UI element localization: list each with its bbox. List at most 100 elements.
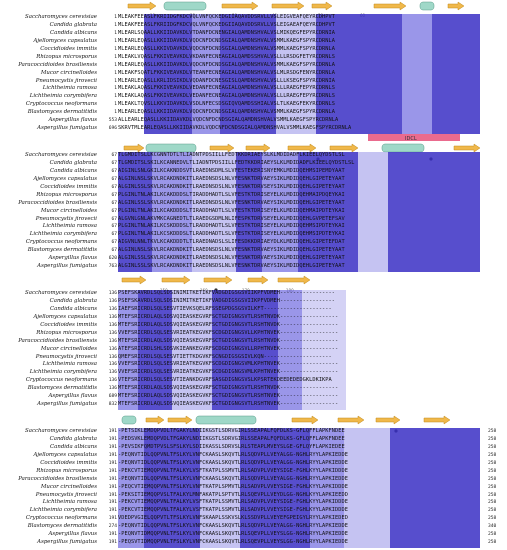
sequence-row: MTEFSRICRDLAQLSDSVQIEASKEGVRFSCTGDIGNGSV… [118,385,339,392]
sequence-row: -PEQNVTIDLQQPVNLTFSLKYLVNFCKAASLSKQVTLRL… [118,459,348,466]
sequence-row: -PETSIKLEMDQPVDLTFGAKYLNDIIKGSTLSDRVGIRL… [118,428,345,434]
species-name: Aspergillus fumigatus [37,125,97,132]
species-name: Aspergillus fumigatus [37,263,97,270]
start-number: 191 [108,452,117,458]
species-name: Saccharomyces cerevisiae [25,152,97,158]
start-number: 136 [108,330,117,336]
species-column-2: Saccharomyces cerevisiae Candida glabrat… [0,152,97,271]
species-name: Mucor circinelloides [40,207,97,214]
start-number: 1 [114,70,117,76]
sequence-row: MLEAKLVQASLFKKIVEAVKDLVKDANFECNEAGIALQAM… [118,53,336,60]
helix-cylinders [163,1,435,11]
start-number: 1 [114,62,117,68]
sequence-row: ALLEARLEQASLLKKIIDAVKDLVQDCNFDCNDSGIALQA… [118,117,339,124]
start-number: 191 [108,484,117,490]
start-number: 136 [108,346,117,352]
secondary-structure-track-4 [121,415,451,433]
species-name: Ajellomyces capsulatus [33,175,97,182]
start-number: 1 [114,22,117,28]
sequence-row: ALGVNLGNLAKVMKCAGNEDTLTLRAEDGSDMLNLIFESP… [118,215,345,222]
end-number: 258 [488,516,497,522]
start-number: 191 [108,540,117,546]
sequence-row: VVEFSRICRDLSQLSESVRIEATKEGVKFSCDGDIGNGSV… [118,361,339,368]
species-name: Mucor circinelloides [40,345,97,352]
start-number: 67 [111,160,117,166]
species-name: Lichtheimia corymbifera [29,369,97,376]
start-number: 136 [108,322,117,328]
start-number: 1 [114,30,117,36]
species-name: Rhizopus microsporus [36,191,97,198]
alignment-block-3: 150160170 180 Saccharomyces cerevisiae C… [0,274,507,414]
sequence-row: MLEAKLTQVSLLKKVIDAVKDLVSDLNFECSDSGIQVQAM… [118,101,336,108]
sequence-row: -PEKCVTIEMQQPVNLTFALKYLVSFTKATPLSSMVTLRL… [118,499,348,506]
end-number: 258 [488,468,497,474]
sequence-row: MLEAKFEEASLFKRIIDGFKDCVQLVNFQCKEDGIIAQAV… [118,14,336,20]
start-number: 1 [114,54,117,60]
sequence-row: MLEAKFEEASLFKRIIDGFKDCVQLVNFQCKEDGIIAQAV… [118,21,336,28]
start-number: 191 [108,444,117,450]
sequence-row: -PEQNVTIDLQQPVNLTFSLKYLVNFCKAASLSKQVTLRL… [118,475,348,482]
sequence-row: MLEARLEQASLLKRLIDSIKDLVQDANFDCNESGISLQAM… [118,77,336,84]
species-name: Ajellomyces capsulatus [33,313,97,320]
species-name: Aspergillus flavus [48,255,97,262]
species-name: Cryptococcus neoformans [25,239,97,246]
end-number: 258 [488,444,497,450]
species-name: Candida albicans [50,443,97,450]
start-number: 191 [108,429,117,434]
start-number: 1 [114,110,117,116]
sequence-row: TLGMDITSLSKILKCANNEDVLTLIADNTPDSIILLFEDT… [118,159,355,166]
species-name: Saccharomyces cerevisiae [25,428,97,434]
sequence-row: QMEFSRICRDLSQLSESVTIETTKDGVKFSCNGDIGSGSI… [118,353,332,360]
conservation-shading-3 [118,290,346,410]
sequence-row: PLGINLTNLAKILKCSKDDDSLTLRADDHADTLSLVFEST… [118,231,345,238]
start-number: 191 [108,516,117,522]
strand-arrows [123,143,481,153]
sequence-row: MLEARLEQASLLKKIIDAVKDLVQDCNFDCNDSGIALQAM… [118,61,336,68]
start-number: 67 [111,192,117,198]
end-number: 258 [488,508,497,514]
sequence-row: ALGINLSSLSKVLRCAKDNDKITLRAEDNSDSLNLVFESN… [118,255,345,262]
species-name: Candida glabrata [49,435,97,442]
sequence-row: SKRVTMLEARLEQASLLKKIIDAVKDLVQDCNFDCNDSGI… [118,125,352,132]
species-column-1: Saccharomyces cerevisiae Candida glabrat… [0,14,97,133]
species-name: Coccidioides immitis [40,183,97,190]
sequence-row: MLEARLEQASLLKKIIDAVKDLVQDCNFDCNDSGIALQAM… [118,37,336,44]
start-number: 689 [108,394,117,400]
sequence-row: AIGVNLNNLTKVLKCAKDDDTLTLRAEDNADSLSLIFESD… [118,239,345,246]
start-number: 67 [111,216,117,222]
start-number: 191 [108,476,117,482]
species-name: Mucor circinelloides [40,483,97,490]
species-name: Blastomyces dermatitidis [27,523,97,530]
end-number: 258 [488,532,497,538]
species-name: Candida albicans [50,305,97,312]
start-number: 1 [114,38,117,44]
species-name: Aspergillus fumigatus [37,539,97,546]
species-name: Blastomyces dermatitidis [27,385,97,392]
start-number-column-1: 1 1 1 1 1 1 1 1 1 1 1 1 1 553 696 [0,14,117,133]
sequence-row: -PEQNVTIDLQQPVNLTFSLKYLVNFCKAASLSKQVTLRL… [118,451,348,458]
sequence-row: VDEDPVGIELQQPVTLTFSLKYLVNFSKAAPLSSKVSLKL… [118,515,348,522]
start-number: 191 [108,492,117,498]
sequence-row: ALGINLSSLSKVLRCAKDNDKITLRAEDNSDSLNLVFESN… [118,199,345,206]
species-name: Lichtheimia corymbifera [29,93,97,100]
sequence-row: -PEQNVTIDMQQPVNLTFSLKYLVNFCKAASLSKQVTLRL… [118,531,348,538]
sequence-row: -PEQSVTIDMQQPVNLTFSLKYLVNFCKAASLSKQVTLRL… [118,539,348,546]
species-name: Cryptococcus neoformans [25,101,97,108]
species-column-3: Saccharomyces cerevisiae Candida glabrat… [0,290,97,409]
start-number-column-2: 67 67 67 67 67 67 67 67 67 67 67 67 67 6… [0,152,117,271]
sequence-row: MLEARLEQASLLKKIVDAVKDLVQDCNFDCNDSGIALQAM… [118,45,336,52]
sequence-row: MLEARLSQAALLKKIIDAVKDLVTDANFDCNENGIALQAM… [118,29,336,36]
sequence-row: MLEAKLAQASLFKKIVEAVKDLVEDANFECNEAGIALQAM… [118,85,336,92]
species-name: Candida albicans [50,29,97,36]
species-name: Pneumocystis jirovecii [35,77,97,84]
start-number: 763 [108,264,117,270]
start-number: 136 [108,354,117,360]
species-name: Paracoccidioides brasiliensis [18,475,97,482]
end-number: 258 [488,476,497,482]
start-number: 67 [111,232,117,238]
start-number: 191 [108,468,117,474]
species-name: Paracoccidioides brasiliensis [18,337,97,344]
sequence-row: MLEAKLAQASLFKKIVEAVKDLVEDANFECNEAGIALQAM… [118,93,336,100]
conservation-shading-1 [144,14,480,134]
sequence-row: MTEFSRICRDLAQLSDSVQIEASKEGVKFSCTGDIGNGSV… [118,401,339,408]
